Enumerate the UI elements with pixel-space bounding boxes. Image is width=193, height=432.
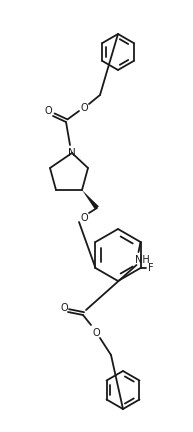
Text: O: O <box>92 328 100 338</box>
Text: O: O <box>80 103 88 113</box>
Text: O: O <box>44 106 52 116</box>
Text: F: F <box>148 263 153 273</box>
Text: O: O <box>60 303 68 313</box>
Text: NH: NH <box>135 255 150 265</box>
Polygon shape <box>82 190 99 210</box>
Text: N: N <box>68 148 76 158</box>
Text: O: O <box>80 213 88 223</box>
